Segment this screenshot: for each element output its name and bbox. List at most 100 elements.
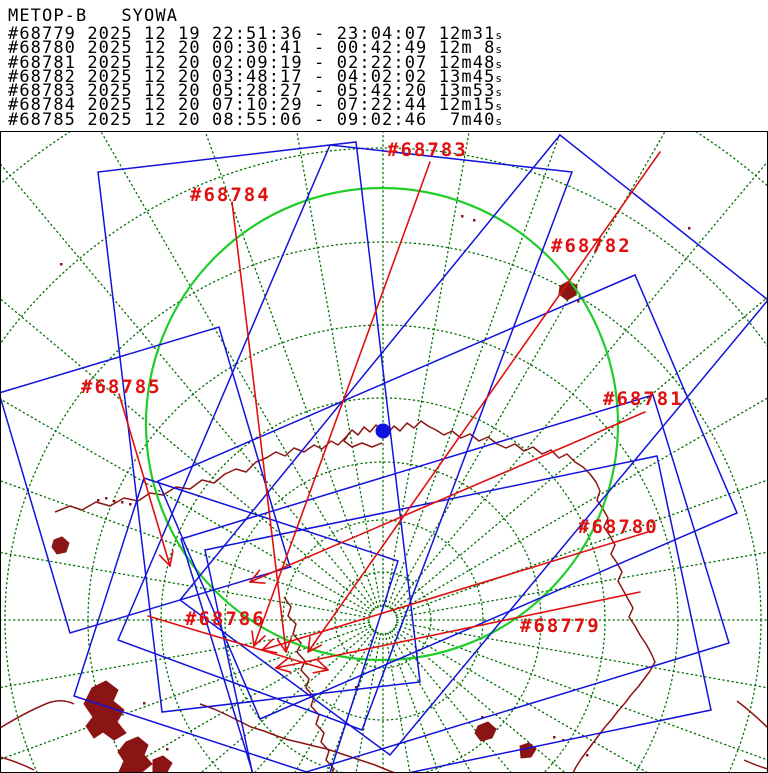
pass-row-seconds-unit: s (495, 100, 503, 114)
coastline (343, 431, 383, 448)
header: METOP-B SYOWA #68779 2025 12 19 22:51:36… (0, 0, 768, 131)
pass-row-seconds-unit: s (495, 114, 503, 128)
graticule-meridian (326, 632, 379, 773)
graticule-meridian (0, 551, 370, 619)
pass-label-68783: #68783 (387, 139, 468, 161)
track-arrowhead (285, 637, 293, 653)
track-68784 (231, 201, 287, 653)
swath-68784 (97, 141, 421, 713)
track-68782 (307, 151, 661, 653)
graticule-meridian (389, 631, 473, 773)
track-arrowhead (276, 638, 287, 653)
pass-label-68785: #68785 (81, 376, 162, 398)
swath-68780 (180, 394, 730, 773)
track-arrowhead (249, 569, 261, 583)
coast-speck (553, 736, 556, 739)
graticule-meridian (396, 551, 768, 619)
map-svg: #68779 #68780 #68781 #68782 #68783 #68784 #687… (0, 131, 768, 773)
island (152, 755, 173, 773)
track-arrowhead (169, 550, 174, 567)
graticule-meridian (395, 624, 768, 761)
swath-68786 (73, 477, 399, 773)
coast-speck (461, 215, 464, 218)
pass-label-68779: #68779 (520, 615, 601, 637)
pass-row: #68782 2025 12 20 03:48:17 - 04:02:02 13… (8, 68, 503, 85)
coast-speck (577, 300, 580, 303)
track-arrowhead (249, 581, 266, 584)
graticule-meridian (293, 631, 377, 773)
coastline (0, 756, 35, 771)
track-arrowhead (261, 638, 274, 651)
graticule-meridian (387, 632, 440, 773)
pass-label-68780: #68780 (578, 516, 659, 538)
graticule-parallel (0, 131, 768, 188)
coast-speck (97, 499, 100, 502)
pass-label-68782: #68782 (551, 235, 632, 257)
swath-68783 (116, 144, 574, 731)
track-arrowhead (307, 636, 311, 653)
coast-speck (355, 686, 358, 689)
coast-speck (105, 497, 108, 500)
pass-row-text: #68779 2025 12 19 22:51:36 - 23:04:07 12… (8, 24, 496, 44)
pass-row-seconds-unit: s (495, 57, 503, 71)
pass-list: #68779 2025 12 19 22:51:36 - 23:04:07 12… (8, 26, 503, 129)
graticule-meridian (387, 131, 562, 608)
graticule-meridian (393, 296, 768, 612)
coast-speck (121, 501, 124, 504)
pass-row: #68781 2025 12 20 02:09:19 - 02:22:07 12… (8, 54, 503, 71)
coast-speck (113, 500, 116, 503)
island (83, 680, 127, 741)
graticule-meridian (0, 624, 371, 761)
coast-speck (586, 754, 589, 757)
pass-row-seconds-unit: s (495, 86, 503, 100)
track-arrowhead (307, 644, 323, 653)
page-title: METOP-B SYOWA (8, 6, 179, 26)
pass-row-text: #68781 2025 12 20 02:09:19 - 02:22:07 12… (8, 52, 496, 73)
coast-speck (143, 702, 146, 705)
graticule-meridian (396, 621, 768, 689)
pass-row: #68783 2025 12 20 05:28:27 - 05:42:20 13… (8, 83, 503, 100)
coastline (54, 420, 656, 773)
graticule-meridian (394, 396, 768, 614)
graticule-meridian (391, 630, 513, 773)
coast-speck (688, 227, 691, 230)
coastline (736, 700, 768, 729)
graticule-parallel (0, 131, 768, 773)
coast-speck (166, 748, 169, 751)
graticule-meridian (116, 626, 372, 773)
swath-68781 (157, 274, 738, 720)
track-68785 (118, 393, 171, 567)
pass-row: #68779 2025 12 19 22:51:36 - 23:04:07 12… (8, 26, 503, 43)
track-arrowhead (275, 657, 289, 669)
island (117, 736, 153, 773)
pass-row-text: #68784 2025 12 20 07:10:29 - 07:22:44 12… (8, 95, 496, 116)
pass-label-68784: #68784 (190, 184, 271, 206)
track-68779 (275, 591, 641, 669)
graticule-meridian (0, 297, 373, 612)
graticule-meridian (389, 131, 667, 609)
coastline (743, 759, 768, 770)
graticule-meridian (296, 131, 382, 607)
island (474, 721, 497, 742)
track-68781 (249, 411, 646, 583)
pass-row: #68785 2025 12 20 08:55:06 - 09:02:46 7m… (8, 111, 503, 128)
graticule-meridian (394, 626, 650, 773)
pass-row: #68780 2025 12 20 00:30:41 - 00:42:49 12… (8, 40, 503, 57)
coast-speck (481, 716, 484, 719)
coast-speck (473, 219, 476, 222)
swath-68779 (204, 455, 712, 773)
pass-row-text: #68785 2025 12 20 08:55:06 - 09:02:46 7m… (8, 109, 496, 130)
graticule-meridian (0, 479, 371, 616)
track-arrowhead (312, 669, 329, 674)
pass-row-text: #68780 2025 12 20 00:30:41 - 00:42:49 12… (8, 38, 496, 59)
pass-label-68781: #68781 (603, 388, 684, 410)
track-arrowhead (158, 554, 171, 567)
pass-row-text: #68783 2025 12 20 05:28:27 - 05:42:20 13… (8, 81, 496, 102)
track-arrowhead (251, 630, 255, 647)
graticule-meridian (204, 131, 379, 608)
pass-label-68786: #68786 (185, 608, 266, 630)
graticule-meridian (253, 630, 375, 773)
swath-68782 (178, 133, 768, 757)
track-arrowhead (253, 635, 266, 647)
